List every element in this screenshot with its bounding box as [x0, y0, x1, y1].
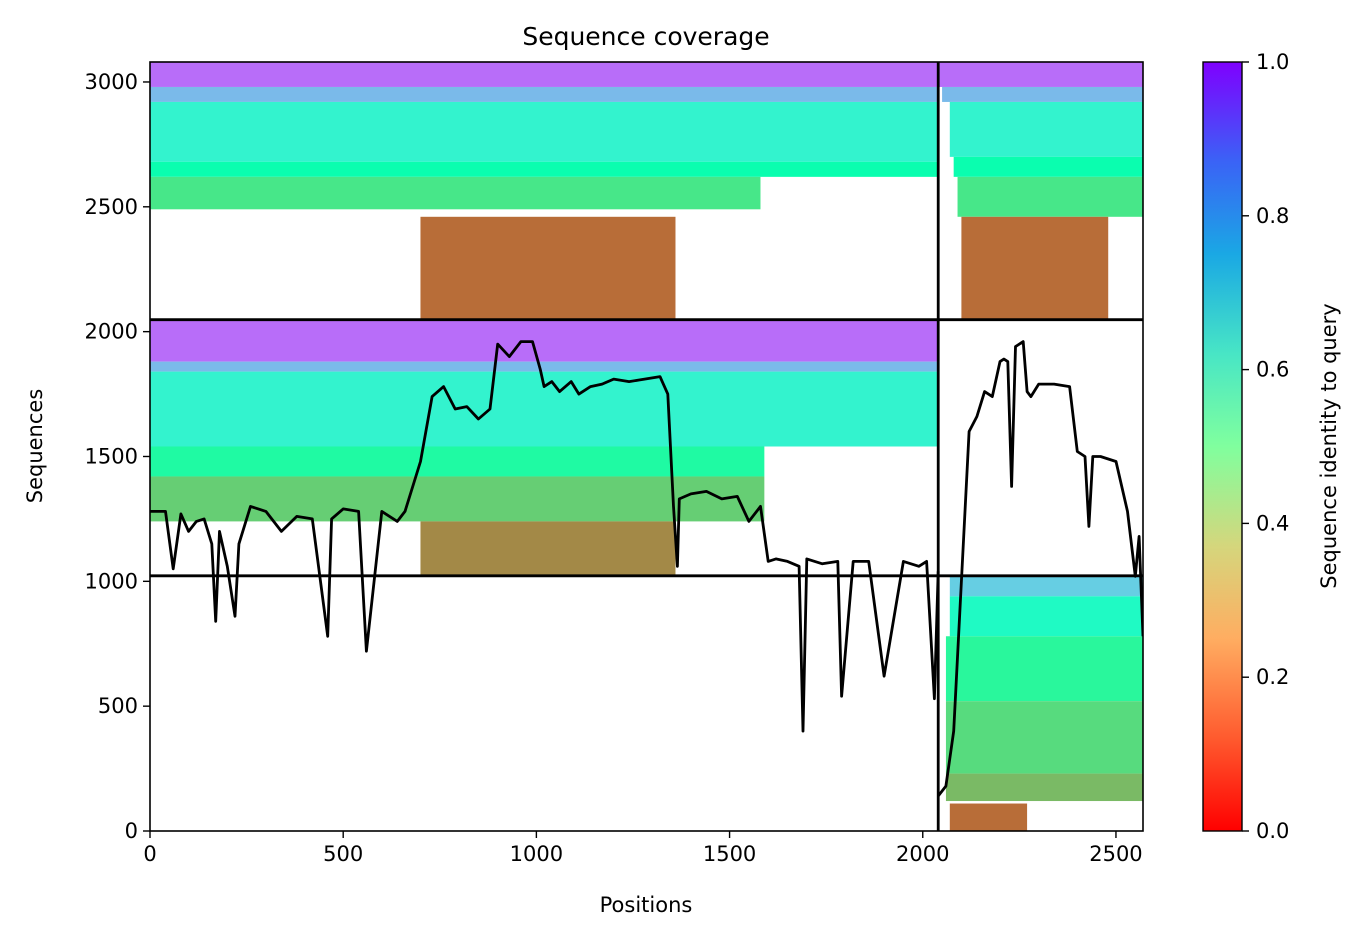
- heatmap-band-0-4: [150, 176, 761, 210]
- heatmap-band-0-0: [150, 62, 939, 87]
- x-tick-label: 500: [323, 842, 363, 866]
- colorbar-tick-label: 0.2: [1256, 665, 1289, 689]
- heatmap-band-0-3: [150, 161, 939, 177]
- colorbar-tick-label: 0.8: [1256, 204, 1289, 228]
- colorbar-gradient: [1202, 61, 1243, 832]
- heatmap-band-0-5: [420, 216, 676, 320]
- y-tick-label: 3000: [85, 70, 138, 94]
- y-tick-label: 2500: [85, 195, 138, 219]
- x-tick-label: 2500: [1089, 842, 1142, 866]
- coverage-line-layer: [150, 340, 1143, 797]
- colorbar-tick-label: 0.0: [1256, 819, 1289, 843]
- heatmap-band-1-3: [953, 156, 1143, 177]
- heatmap-band-2-5: [420, 521, 676, 576]
- coverage-heatmap: [150, 62, 1143, 831]
- heatmap-band-3-5: [949, 803, 1028, 831]
- heatmap-band-3-1: [949, 596, 1143, 637]
- heatmap-band-2-3: [150, 446, 765, 477]
- heatmap-band-2-1: [150, 361, 939, 372]
- y-axis-label: Sequences: [23, 389, 47, 504]
- chart-title: Sequence coverage: [522, 22, 769, 51]
- heatmap-band-2-0: [150, 319, 939, 362]
- x-tick-label: 1000: [510, 842, 563, 866]
- heatmap-band-0-1: [150, 86, 939, 102]
- y-tick-label: 2000: [85, 320, 138, 344]
- heatmap-band-1-0: [938, 62, 1143, 87]
- heatmap-band-3-3: [945, 701, 1143, 774]
- x-tick-label: 1500: [703, 842, 756, 866]
- coverage-line-chain-a: [150, 340, 940, 733]
- heatmap-band-0-2: [150, 101, 939, 162]
- heatmap-band-3-2: [945, 636, 1143, 702]
- colorbar-tick-label: 0.6: [1256, 358, 1289, 382]
- y-tick-label: 500: [98, 694, 138, 718]
- coverage-line-chain-b: [937, 340, 1143, 797]
- heatmap-band-1-1: [942, 86, 1143, 102]
- y-tick-label: 0: [125, 819, 138, 843]
- heatmap-band-1-4: [957, 176, 1143, 217]
- x-tick-label: 0: [143, 842, 156, 866]
- heatmap-band-1-5: [961, 216, 1109, 320]
- x-axis: 0 500 1000 1500 2000 2500: [143, 831, 1143, 866]
- colorbar-ticks: 0.0 0.2 0.4 0.6 0.8 1.0: [1242, 50, 1289, 843]
- x-axis-label: Positions: [600, 893, 693, 917]
- heatmap-band-3-4: [945, 773, 1143, 802]
- y-tick-label: 1000: [85, 569, 138, 593]
- heatmap-band-1-2: [949, 101, 1143, 157]
- block-boundaries: [150, 62, 1143, 831]
- plot-frame: [149, 61, 1144, 832]
- colorbar-label: Sequence identity to query: [1317, 303, 1341, 588]
- y-axis: 0 500 1000 1500 2000 2500 3000: [85, 70, 150, 843]
- colorbar-tick-label: 1.0: [1256, 50, 1289, 74]
- x-tick-label: 2000: [896, 842, 949, 866]
- y-tick-label: 1500: [85, 444, 138, 468]
- heatmap-band-3-0: [949, 575, 1143, 597]
- colorbar: 0.0 0.2 0.4 0.6 0.8 1.0 Sequence identity to …: [1202, 50, 1341, 843]
- colorbar-tick-label: 0.4: [1256, 511, 1289, 535]
- heatmap-band-2-4: [150, 476, 765, 522]
